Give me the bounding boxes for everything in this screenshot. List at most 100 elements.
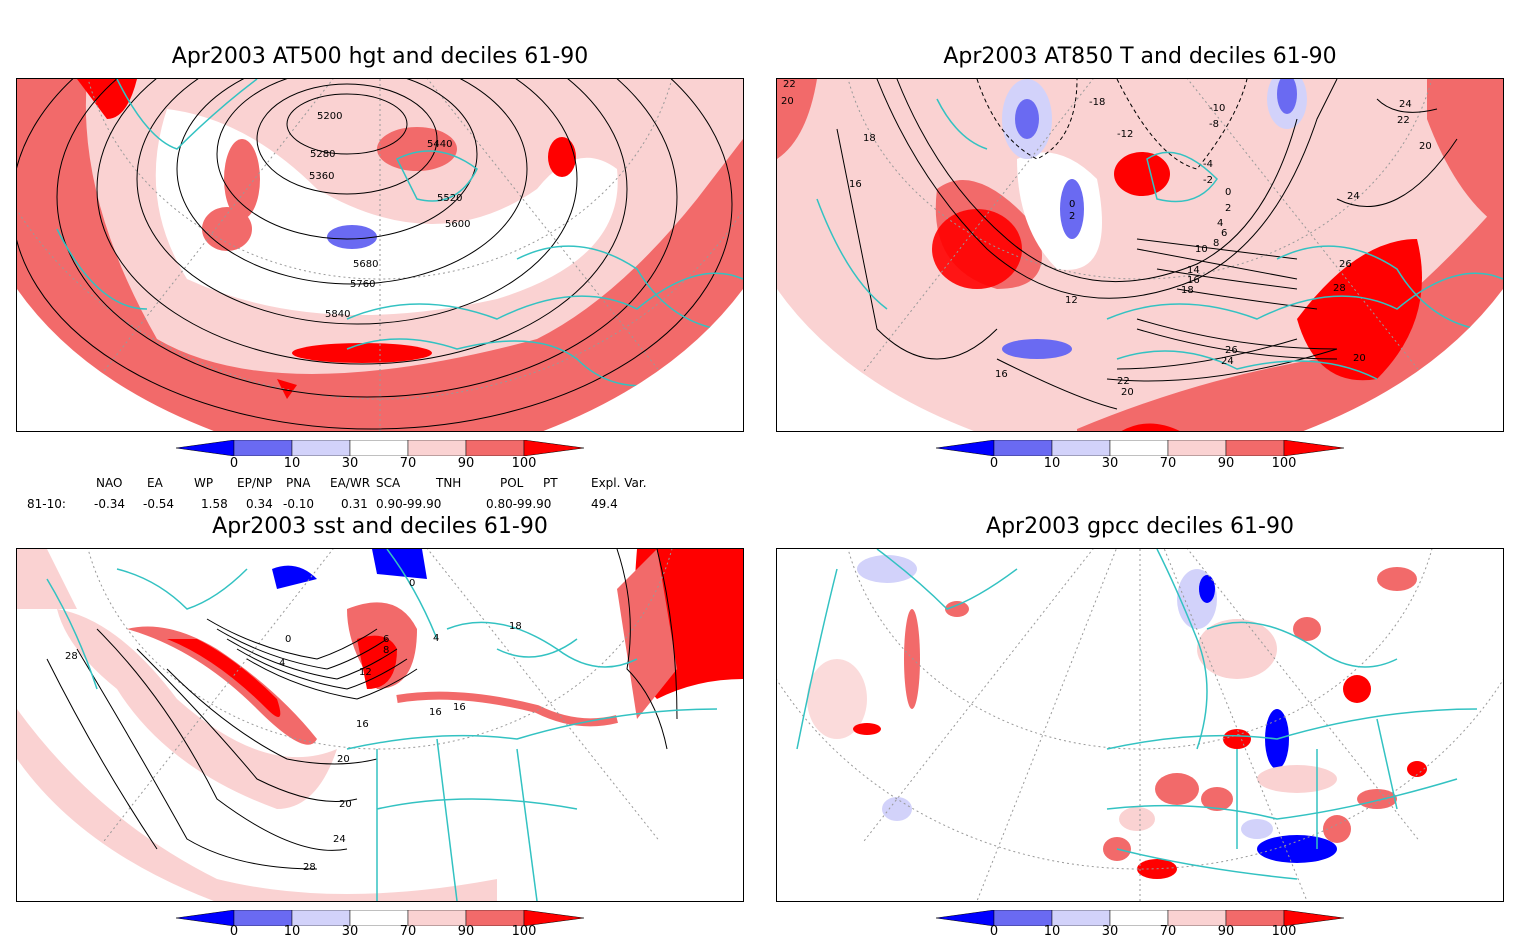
index-value: 1.58 — [201, 497, 228, 511]
colorbar-tick: 90 — [1217, 456, 1235, 471]
colorbar-tick: 30 — [1101, 456, 1119, 471]
colorbar-tick: 100 — [511, 456, 537, 471]
contour-label: 10 — [1195, 244, 1208, 255]
contour-label: 4 — [433, 633, 439, 644]
panel-title-at850: Apr2003 AT850 T and deciles 61-90 — [943, 44, 1337, 69]
colorbar-tick: 70 — [1159, 924, 1177, 939]
index-header: PNA — [286, 476, 311, 490]
colorbar-tick: 30 — [1101, 924, 1119, 939]
contour-label: 5760 — [350, 279, 375, 290]
contour-label: 16 — [453, 702, 466, 713]
contour-label: 18 — [1181, 285, 1194, 296]
contour-label: 18 — [863, 133, 876, 144]
contour-label: 12 — [359, 667, 372, 678]
index-header: NAO — [96, 476, 123, 490]
contour-label: 26 — [1225, 345, 1238, 356]
colorbar-top-right: 0 10 30 70 90 100 — [935, 439, 1345, 474]
colorbar-tick: 30 — [341, 456, 359, 471]
colorbar-tick: 10 — [1043, 456, 1061, 471]
contour-label: 16 — [429, 707, 442, 718]
index-value: 0.80-99.90 — [486, 497, 552, 511]
contour-label: 22 — [1117, 376, 1130, 387]
contour-label: -4 — [1203, 159, 1213, 170]
index-header: EA — [147, 476, 163, 490]
contour-label: -8 — [1209, 119, 1219, 130]
contour-label: 20 — [1419, 141, 1432, 152]
colorbar-tick: 30 — [341, 924, 359, 939]
colorbar-tick: 90 — [457, 456, 475, 471]
map-panel-sst: 0 4 6 8 12 16 16 16 20 20 24 28 28 4 0 1… — [16, 548, 744, 902]
index-header: EP/NP — [237, 476, 273, 490]
contour-label: 0 — [1225, 187, 1231, 198]
colorbar-tick: 0 — [989, 456, 999, 471]
contour-label: -18 — [1089, 97, 1105, 108]
contour-label: 20 — [1353, 353, 1366, 364]
contour-label: 24 — [333, 834, 346, 845]
index-value: 0.90-99.90 — [376, 497, 442, 511]
contour-label: 0 — [409, 578, 415, 589]
index-value: -0.54 — [143, 497, 175, 511]
contour-label: 28 — [65, 651, 78, 662]
panel-title-gpcc: Apr2003 gpcc deciles 61-90 — [986, 514, 1294, 539]
map-panel-at850: 22 20 18 16 12 16 0 2 -18 -10 -8 -12 -4 … — [776, 78, 1504, 432]
colorbar-tick: 90 — [1217, 924, 1235, 939]
contour-label: 24 — [1347, 191, 1360, 202]
contour-label: 8 — [383, 645, 389, 656]
contour-label: -2 — [1203, 175, 1213, 186]
contour-label: 20 — [1121, 387, 1134, 398]
contour-label: 2 — [1225, 203, 1231, 214]
index-row-label: 81-10: — [27, 497, 66, 511]
contour-label: 24 — [1399, 99, 1412, 110]
index-header: PT — [543, 476, 558, 490]
index-value: 0.34 — [246, 497, 273, 511]
map-panel-at500: 5200 5280 5360 5440 5520 5600 5680 5760 … — [16, 78, 744, 432]
map-panel-gpcc — [776, 548, 1504, 902]
contour-label: 5600 — [445, 219, 470, 230]
index-header: TNH — [436, 476, 462, 490]
contour-label: 6 — [1221, 228, 1227, 239]
contour-label: 8 — [1213, 238, 1219, 249]
colorbar-tick: 70 — [399, 456, 417, 471]
colorbar-top-left: 0 10 30 70 90 100 — [175, 439, 585, 474]
index-header: WP — [194, 476, 214, 490]
contour-label: 16 — [849, 179, 862, 190]
contour-label: 20 — [339, 799, 352, 810]
panel-title-sst: Apr2003 sst and deciles 61-90 — [212, 514, 548, 539]
contour-label: 24 — [1221, 356, 1234, 367]
contour-label: 2 — [1069, 211, 1075, 222]
colorbar-bottom-left: 0 10 30 70 90 100 — [175, 909, 585, 940]
colorbar-tick: 100 — [511, 924, 537, 939]
contour-label: 0 — [1069, 199, 1075, 210]
contour-label: 28 — [1333, 283, 1346, 294]
colorbar-tick: 10 — [283, 924, 301, 939]
index-value: 0.31 — [341, 497, 368, 511]
contour-label: 14 — [1187, 265, 1200, 276]
contour-label: -12 — [1117, 129, 1133, 140]
contour-label: 5440 — [427, 139, 452, 150]
contour-label: 0 — [285, 634, 291, 645]
index-header: POL — [500, 476, 524, 490]
contour-label: 28 — [303, 862, 316, 873]
colorbar-tick: 0 — [229, 456, 239, 471]
contour-label: 5680 — [353, 259, 378, 270]
colorbar-tick: 70 — [399, 924, 417, 939]
colorbar-tick: 70 — [1159, 456, 1177, 471]
contour-label: 5280 — [310, 149, 335, 160]
colorbar-tick: 0 — [229, 924, 239, 939]
colorbar-tick: 100 — [1271, 924, 1297, 939]
index-value: -0.10 — [283, 497, 315, 511]
contour-label: 12 — [1065, 295, 1078, 306]
colorbar-tick: 0 — [989, 924, 999, 939]
colorbar-tick: 100 — [1271, 456, 1297, 471]
panel-title-at500: Apr2003 AT500 hgt and deciles 61-90 — [171, 44, 589, 69]
contour-label: 4 — [1217, 218, 1223, 229]
colorbar-bottom-right: 0 10 30 70 90 100 — [935, 909, 1345, 940]
contour-label: 5360 — [309, 171, 334, 182]
contour-label: 4 — [279, 658, 285, 669]
contour-label: 16 — [356, 719, 369, 730]
contour-label: 5840 — [325, 309, 350, 320]
contour-label: 20 — [781, 96, 794, 107]
contour-label: 22 — [1397, 115, 1410, 126]
colorbar-tick: 90 — [457, 924, 475, 939]
contour-label: 5520 — [437, 193, 462, 204]
